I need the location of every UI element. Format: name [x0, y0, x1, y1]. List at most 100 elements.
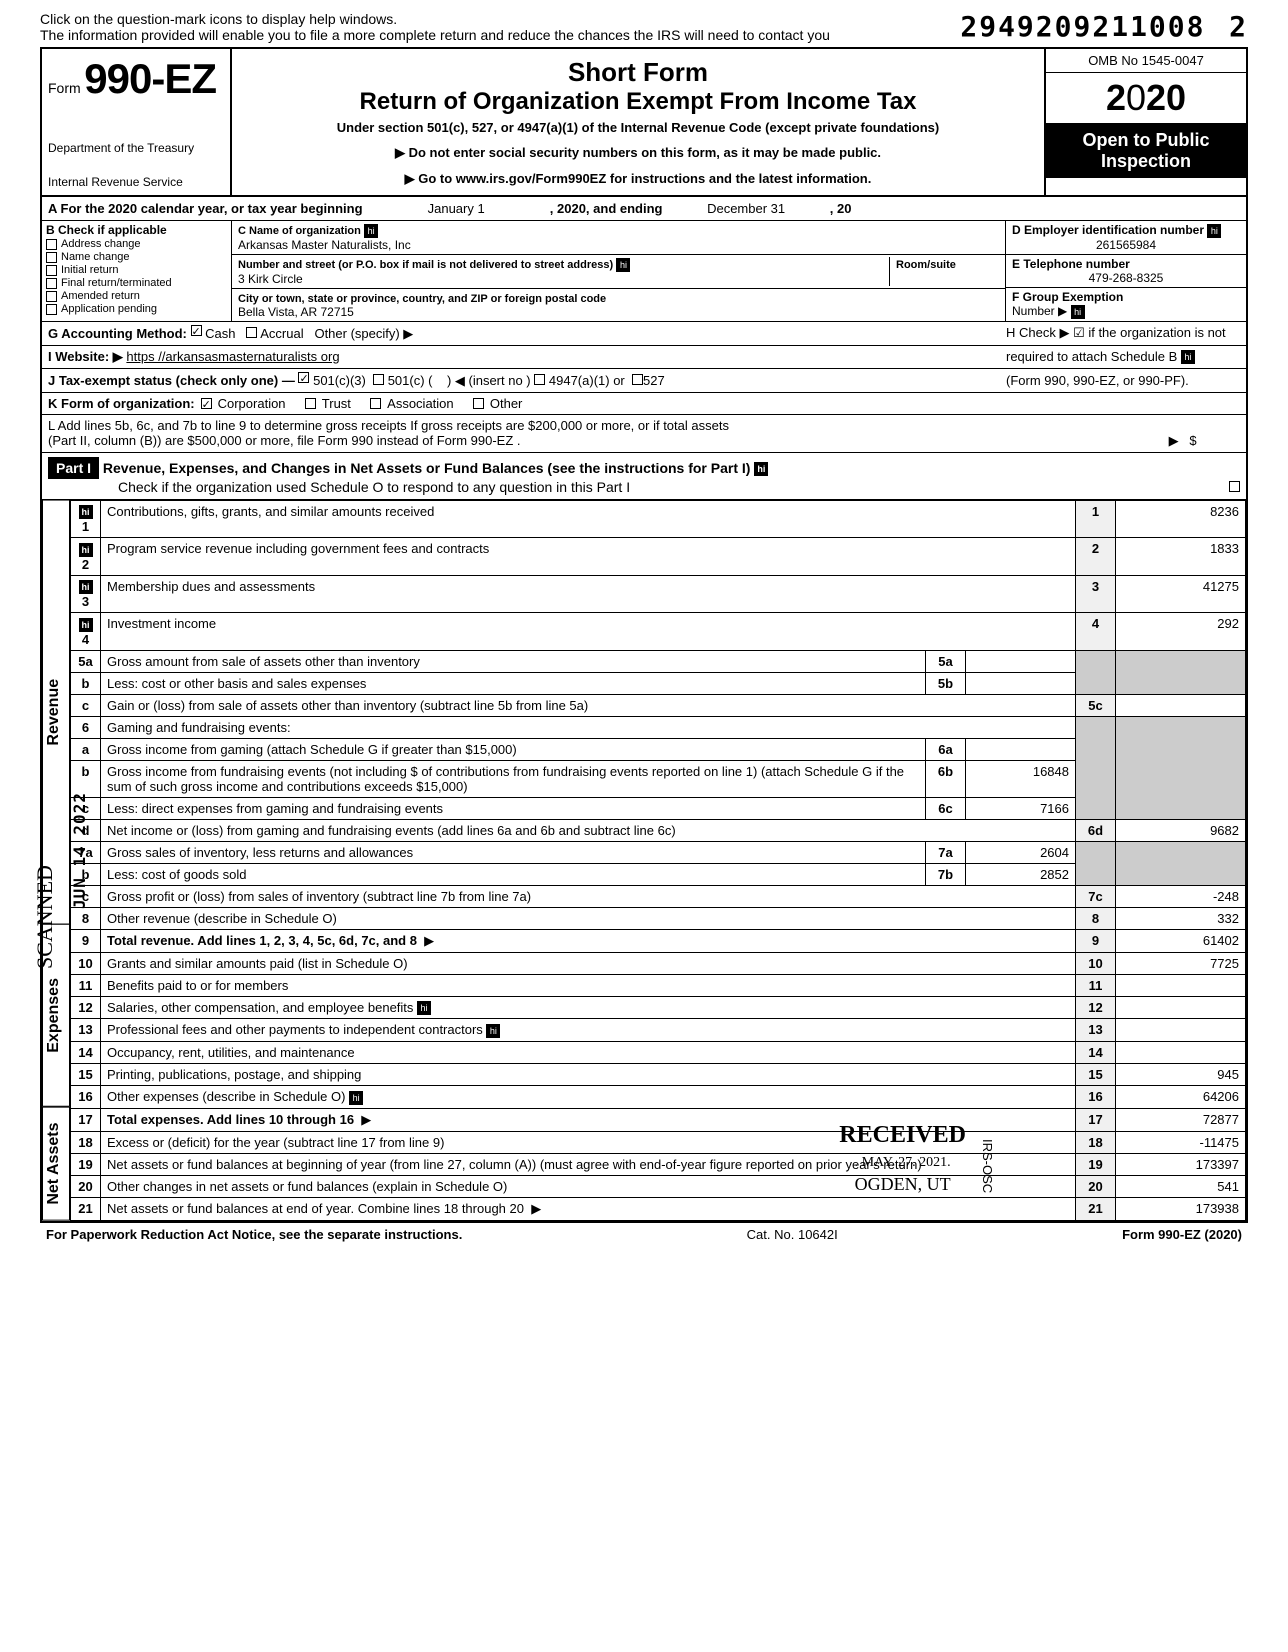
b-item-5: Application pending — [61, 303, 157, 315]
chk-527[interactable] — [632, 374, 643, 385]
footer-mid: Cat. No. 10642I — [747, 1227, 838, 1242]
street-addr: 3 Kirk Circle — [238, 272, 303, 286]
e-label: E Telephone number — [1012, 257, 1130, 271]
received-stamp: RECEIVED . MAY. 27. 2021. OGDEN, UT IRS-… — [839, 1119, 966, 1197]
chk-cash[interactable] — [191, 325, 202, 336]
side-netassets: Net Assets — [42, 1107, 70, 1221]
g-cash: Cash — [205, 326, 235, 341]
chk-accrual[interactable] — [246, 327, 257, 338]
help-icon[interactable]: hi — [1181, 350, 1195, 364]
help-icon[interactable]: hi — [79, 543, 93, 557]
line-a-label: A For the 2020 calendar year, or tax yea… — [48, 201, 363, 216]
g-accrual: Accrual — [260, 326, 303, 341]
h-label2: required to attach Schedule B — [1006, 349, 1177, 364]
h-label3: (Form 990, 990-EZ, or 990-PF). — [1006, 373, 1189, 388]
help-icon[interactable]: hi — [754, 462, 768, 476]
help-icon[interactable]: hi — [79, 618, 93, 632]
l-text2: (Part II, column (B)) are $500,000 or mo… — [48, 433, 521, 449]
j-501c3: 501(c)(3) — [313, 373, 366, 388]
form-table: hi 1Contributions, gifts, grants, and si… — [70, 500, 1246, 1221]
tax-year: 20202020 — [1046, 73, 1246, 124]
b-item-3: Final return/terminated — [61, 277, 172, 289]
chk-initial-return[interactable] — [46, 265, 57, 276]
help-icon[interactable]: hi — [616, 258, 630, 272]
chk-name-change[interactable] — [46, 252, 57, 263]
date-stamp: JUN 14 2022 — [70, 792, 89, 909]
k-assoc: Association — [387, 396, 453, 411]
g-label: G Accounting Method: — [48, 326, 187, 341]
b-label: B Check if applicable — [46, 223, 227, 237]
y2020: , 2020, and ending — [550, 201, 663, 216]
dept-irs: Internal Revenue Service — [48, 175, 224, 189]
help-icon[interactable]: hi — [1207, 224, 1221, 238]
goto-url: ▶ Go to www.irs.gov/Form990EZ for instru… — [240, 171, 1036, 187]
end-date: December 31 — [666, 201, 826, 216]
info-text: The information provided will enable you… — [40, 27, 830, 43]
b-item-2: Initial return — [61, 264, 118, 276]
k-corp: Corporation — [218, 396, 286, 411]
street-label: Number and street (or P.O. box if mail i… — [238, 259, 613, 271]
open-public-1: Open to Public — [1052, 130, 1240, 151]
return-title: Return of Organization Exempt From Incom… — [240, 88, 1036, 116]
chk-app-pending[interactable] — [46, 304, 57, 315]
j-insert: ) ◀ (insert no ) — [447, 373, 531, 388]
part1-title: Revenue, Expenses, and Changes in Net As… — [103, 460, 751, 476]
room-label: Room/suite — [896, 259, 956, 271]
side-revenue: Revenue — [42, 500, 70, 925]
form-number: 990-EZ — [84, 55, 216, 102]
form-prefix: Form — [48, 80, 81, 96]
org-name: Arkansas Master Naturalists, Inc — [238, 238, 411, 252]
f-label2: Number ▶ — [1012, 304, 1067, 318]
help-icon[interactable]: hi — [364, 224, 378, 238]
scanned-stamp: SCANNED — [32, 865, 58, 969]
part1-label: Part I — [48, 457, 99, 479]
city-value: Bella Vista, AR 72715 — [238, 305, 354, 319]
no-ssn-warning: ▶ Do not enter social security numbers o… — [240, 145, 1036, 161]
help-icon[interactable]: hi — [79, 505, 93, 519]
chk-trust[interactable] — [305, 398, 316, 409]
i-label: I Website: ▶ — [48, 349, 123, 364]
part1-check: Check if the organization used Schedule … — [118, 479, 630, 495]
help-icon[interactable]: hi — [349, 1091, 363, 1105]
chk-corp[interactable] — [201, 398, 212, 409]
help-icon[interactable]: hi — [79, 580, 93, 594]
dept-treasury: Department of the Treasury — [48, 141, 224, 155]
k-label: K Form of organization: — [48, 396, 195, 411]
chk-501c[interactable] — [373, 374, 384, 385]
h-label: H Check ▶ ☑ if the organization is not — [1006, 325, 1226, 340]
barcode-page: 2 — [1229, 10, 1248, 43]
begin-date: January 1 — [366, 201, 546, 216]
website: https //arkansasmasternaturalists org — [126, 349, 339, 364]
city-label: City or town, state or province, country… — [238, 293, 606, 305]
chk-4947[interactable] — [534, 374, 545, 385]
k-trust: Trust — [322, 396, 351, 411]
chk-address-change[interactable] — [46, 239, 57, 250]
chk-other[interactable] — [473, 398, 484, 409]
phone: 479-268-8325 — [1012, 271, 1240, 285]
c-label: C Name of organization — [238, 225, 361, 237]
b-item-1: Name change — [61, 251, 130, 263]
help-icon[interactable]: hi — [486, 1024, 500, 1038]
help-icon[interactable]: hi — [1071, 305, 1085, 319]
j-501c: 501(c) ( — [388, 373, 433, 388]
chk-final-return[interactable] — [46, 278, 57, 289]
l-dollar: $ — [1189, 433, 1196, 448]
chk-schedule-o[interactable] — [1229, 481, 1240, 492]
omb-number: OMB No 1545-0047 — [1046, 49, 1246, 73]
f-label: F Group Exemption — [1012, 290, 1123, 304]
y20: , 20 — [830, 201, 852, 216]
help-text: Click on the question-mark icons to disp… — [40, 11, 830, 27]
short-form-title: Short Form — [240, 57, 1036, 88]
b-item-4: Amended return — [61, 290, 140, 302]
k-other: Other — [490, 396, 523, 411]
j-527: 527 — [643, 373, 665, 388]
j-label: J Tax-exempt status (check only one) — — [48, 373, 295, 388]
under-section: Under section 501(c), 527, or 4947(a)(1)… — [240, 120, 1036, 135]
chk-501c3[interactable] — [298, 372, 309, 383]
chk-assoc[interactable] — [370, 398, 381, 409]
footer-left: For Paperwork Reduction Act Notice, see … — [46, 1227, 462, 1242]
chk-amended[interactable] — [46, 291, 57, 302]
help-icon[interactable]: hi — [417, 1001, 431, 1015]
b-item-0: Address change — [61, 238, 141, 250]
j-4947: 4947(a)(1) or — [549, 373, 625, 388]
